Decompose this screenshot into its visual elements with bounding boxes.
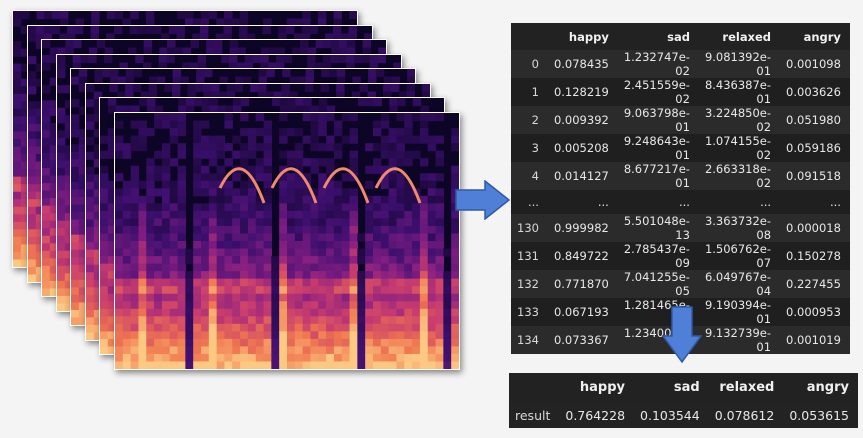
table-cell: 2.785437e-09: [617, 241, 699, 270]
table-cell: 6.049767e-04: [698, 269, 781, 298]
table-row: 2 0.009392 9.063798e-01 3.224850e-02 0.05198…: [511, 106, 850, 134]
row-index: 4: [511, 162, 548, 190]
column-header-angry: angry: [806, 380, 849, 395]
table-cell: 0.999982: [547, 213, 618, 242]
column-header-relaxed: relaxed: [722, 29, 772, 44]
row-index: 133: [511, 297, 548, 326]
table-cell: 0.078612: [708, 402, 784, 428]
table-cell: ...: [780, 190, 850, 214]
row-index: 3: [511, 134, 548, 162]
table-cell: 0.764228: [559, 402, 635, 428]
column-header-sad: sad: [673, 380, 700, 395]
right-arrow-icon: [455, 180, 511, 220]
row-index: ...: [511, 190, 548, 214]
table-row: 4 0.014127 8.677217e-01 2.663318e-02 0.09151…: [511, 162, 850, 190]
table-cell: 0.059186: [780, 134, 850, 162]
table-cell: 1.074155e-02: [698, 134, 781, 162]
table-cell: 7.041255e-05: [617, 269, 699, 298]
table-cell: 0.073367: [547, 325, 618, 354]
table-cell: 0.001019: [780, 325, 850, 354]
table-header-row: happy sad relaxed angry: [511, 23, 850, 50]
table-cell: 8.677217e-01: [617, 162, 699, 190]
result-table: happy sad relaxed angry result 0.764228 0.103…: [509, 373, 858, 428]
row-index: 130: [511, 213, 548, 242]
table-row: 132 0.771870 7.041255e-05 6.049767e-04 0.227…: [511, 269, 850, 298]
row-index: 1: [511, 78, 548, 106]
row-index: 134: [511, 325, 548, 354]
spectrogram-image: [113, 111, 460, 370]
table-cell: 0.078435: [547, 50, 618, 78]
table-cell: 0.051980: [780, 106, 850, 134]
table-cell: 0.091518: [780, 162, 850, 190]
table-cell: ...: [617, 190, 699, 214]
table-cell: 2.451559e-02: [617, 78, 699, 106]
column-header-happy: happy: [579, 380, 626, 395]
row-index: 0: [511, 50, 548, 78]
table-cell: 1.232747e-02: [617, 50, 699, 78]
table-cell: 9.190394e-01: [698, 297, 781, 326]
table-cell: 8.436387e-01: [698, 78, 781, 106]
table-cell: 0.849722: [547, 241, 618, 270]
table-cell: 9.132739e-01: [698, 325, 781, 354]
table-cell: 9.248643e-01: [617, 134, 699, 162]
row-index: result: [509, 402, 560, 428]
table-row: 131 0.849722 2.785437e-09 1.506762e-07 0.150…: [511, 241, 850, 270]
table-cell: 3.363732e-08: [698, 213, 781, 242]
table-cell: 0.150278: [780, 241, 850, 270]
table-cell: 0.005208: [547, 134, 618, 162]
table-cell: 1.506762e-07: [698, 241, 781, 270]
table-row: 0 0.078435 1.232747e-02 9.081392e-01 0.00109…: [511, 50, 850, 78]
table-cell: 0.003626: [780, 78, 850, 106]
row-index: 2: [511, 106, 548, 134]
mood-prediction-table: happy sad relaxed angry 0 0.078435 1.232747e-…: [511, 23, 850, 354]
down-arrow-icon: [662, 306, 702, 364]
column-header-relaxed: relaxed: [719, 380, 775, 395]
table-row: result 0.764228 0.103544 0.078612 0.053615: [509, 402, 858, 428]
table-cell: 0.067193: [547, 297, 618, 326]
table-row: ...............: [511, 190, 850, 214]
table-cell: 0.128219: [547, 78, 618, 106]
table-cell: 0.771870: [547, 269, 618, 298]
table-cell: 0.000018: [780, 213, 850, 242]
table-row: 130 0.999982 5.501048e-13 3.363732e-08 0.000…: [511, 213, 850, 242]
column-header-sad: sad: [667, 29, 690, 44]
row-index: 131: [511, 241, 548, 270]
table-cell: 0.227455: [780, 269, 850, 298]
column-header-angry: angry: [803, 29, 841, 44]
table-cell: ...: [547, 190, 618, 214]
table-cell: 5.501048e-13: [617, 213, 699, 242]
table-cell: ...: [698, 190, 781, 214]
table-row: 3 0.005208 9.248643e-01 1.074155e-02 0.05918…: [511, 134, 850, 162]
table-cell: 0.103544: [634, 402, 709, 428]
table-cell: 0.001098: [780, 50, 850, 78]
table-header-row: happy sad relaxed angry: [509, 373, 858, 402]
index-header: [509, 373, 559, 402]
table-cell: 3.224850e-02: [698, 106, 781, 134]
table-cell: 0.053615: [783, 402, 858, 428]
table-cell: 0.009392: [547, 106, 618, 134]
table-cell: 9.081392e-01: [698, 50, 781, 78]
table-row: 1 0.128219 2.451559e-02 8.436387e-01 0.00362…: [511, 78, 850, 106]
table-cell: 0.014127: [547, 162, 618, 190]
row-index: 132: [511, 269, 548, 298]
table-cell: 9.063798e-01: [617, 106, 699, 134]
index-header: [511, 23, 548, 50]
table-cell: 0.000953: [780, 297, 850, 326]
column-header-happy: happy: [568, 29, 609, 44]
table-cell: 2.663318e-02: [698, 162, 781, 190]
spectrogram-stack: [12, 10, 460, 370]
